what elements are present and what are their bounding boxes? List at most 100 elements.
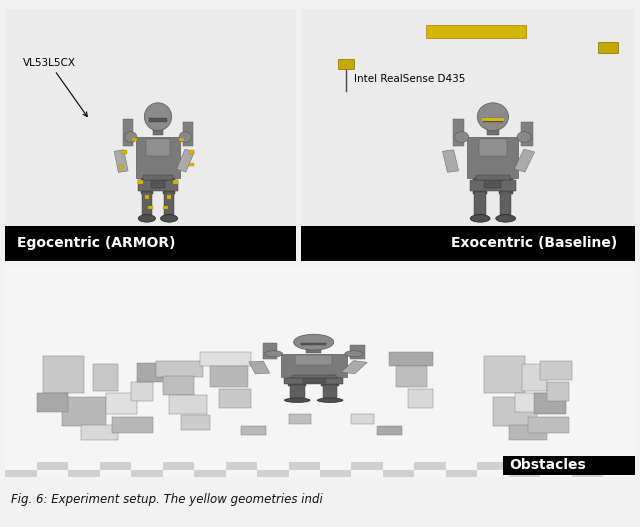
Bar bbox=[118, 165, 123, 169]
Ellipse shape bbox=[125, 132, 137, 142]
Bar bbox=[114, 150, 128, 172]
Bar bbox=[148, 206, 153, 209]
Bar bbox=[220, 389, 251, 408]
Bar bbox=[131, 382, 153, 401]
Bar bbox=[143, 174, 173, 180]
Ellipse shape bbox=[470, 214, 490, 222]
Bar bbox=[470, 180, 516, 191]
Bar bbox=[5, 470, 36, 477]
Bar bbox=[303, 377, 324, 383]
Bar bbox=[281, 354, 347, 377]
Bar bbox=[635, 470, 640, 477]
Bar bbox=[164, 192, 174, 215]
Ellipse shape bbox=[345, 351, 363, 357]
Bar bbox=[292, 375, 335, 378]
Text: Egocentric (ARMOR): Egocentric (ARMOR) bbox=[17, 236, 175, 250]
Bar bbox=[509, 425, 547, 440]
Ellipse shape bbox=[138, 214, 156, 222]
Bar bbox=[81, 425, 118, 440]
Bar bbox=[68, 470, 100, 477]
Bar bbox=[377, 426, 402, 435]
Bar bbox=[100, 462, 131, 470]
Bar bbox=[389, 352, 433, 366]
Bar bbox=[528, 417, 569, 433]
Bar bbox=[351, 462, 383, 470]
Bar bbox=[285, 378, 343, 384]
Bar bbox=[5, 226, 296, 261]
Bar bbox=[210, 366, 248, 387]
Bar bbox=[301, 343, 326, 345]
Bar bbox=[415, 462, 446, 470]
Text: Fig. 6: Experiment setup. The yellow geometries indi: Fig. 6: Experiment setup. The yellow geo… bbox=[12, 493, 323, 506]
Bar bbox=[249, 361, 269, 374]
Bar bbox=[142, 192, 152, 215]
Bar bbox=[262, 344, 277, 359]
Bar bbox=[106, 393, 138, 414]
Ellipse shape bbox=[285, 398, 310, 403]
Bar bbox=[138, 180, 178, 191]
Ellipse shape bbox=[294, 334, 334, 350]
Text: Exocentric (Baseline): Exocentric (Baseline) bbox=[451, 236, 618, 250]
Bar bbox=[156, 361, 204, 377]
Bar bbox=[163, 170, 175, 194]
Bar bbox=[473, 170, 487, 194]
Bar bbox=[487, 124, 499, 135]
Bar bbox=[288, 373, 307, 386]
Ellipse shape bbox=[517, 132, 531, 142]
Bar bbox=[467, 137, 518, 178]
Bar bbox=[112, 417, 153, 433]
Bar bbox=[514, 149, 534, 172]
Bar bbox=[453, 119, 465, 145]
Ellipse shape bbox=[145, 103, 172, 131]
Bar bbox=[149, 118, 166, 122]
Bar bbox=[296, 355, 332, 365]
Bar bbox=[341, 360, 367, 374]
Bar bbox=[337, 60, 355, 70]
Bar bbox=[604, 462, 635, 470]
Bar bbox=[474, 192, 486, 215]
Bar bbox=[153, 124, 163, 135]
Bar bbox=[540, 361, 572, 380]
Bar bbox=[145, 196, 149, 199]
Bar bbox=[301, 226, 635, 261]
Bar bbox=[183, 122, 193, 145]
Bar bbox=[499, 170, 513, 194]
Bar bbox=[446, 470, 477, 477]
Bar bbox=[307, 346, 321, 353]
Bar bbox=[132, 138, 137, 141]
Bar bbox=[173, 180, 177, 183]
Bar bbox=[131, 470, 163, 477]
Bar bbox=[43, 356, 84, 393]
Bar bbox=[93, 364, 118, 391]
Bar bbox=[396, 366, 427, 387]
Bar bbox=[257, 470, 289, 477]
Bar bbox=[484, 178, 501, 189]
Bar bbox=[138, 363, 169, 382]
Bar bbox=[534, 393, 566, 414]
Bar bbox=[124, 119, 133, 145]
Bar bbox=[383, 470, 415, 477]
Bar bbox=[408, 389, 433, 408]
Bar bbox=[493, 397, 537, 426]
Bar bbox=[477, 462, 509, 470]
Bar bbox=[290, 385, 305, 398]
Ellipse shape bbox=[161, 214, 178, 222]
Bar bbox=[200, 352, 251, 366]
Text: Intel RealSense D435: Intel RealSense D435 bbox=[355, 74, 466, 84]
Bar bbox=[483, 118, 503, 122]
Bar bbox=[598, 42, 618, 53]
Ellipse shape bbox=[264, 351, 283, 357]
Bar bbox=[522, 364, 547, 391]
Bar bbox=[321, 373, 339, 386]
Ellipse shape bbox=[477, 103, 509, 131]
Bar bbox=[194, 470, 225, 477]
Ellipse shape bbox=[496, 214, 516, 222]
Bar bbox=[141, 170, 153, 194]
Bar bbox=[502, 456, 640, 475]
Bar bbox=[189, 150, 194, 154]
Bar bbox=[36, 462, 68, 470]
Bar bbox=[540, 462, 572, 470]
Bar bbox=[476, 174, 510, 180]
Bar bbox=[479, 139, 507, 157]
Bar bbox=[320, 470, 351, 477]
